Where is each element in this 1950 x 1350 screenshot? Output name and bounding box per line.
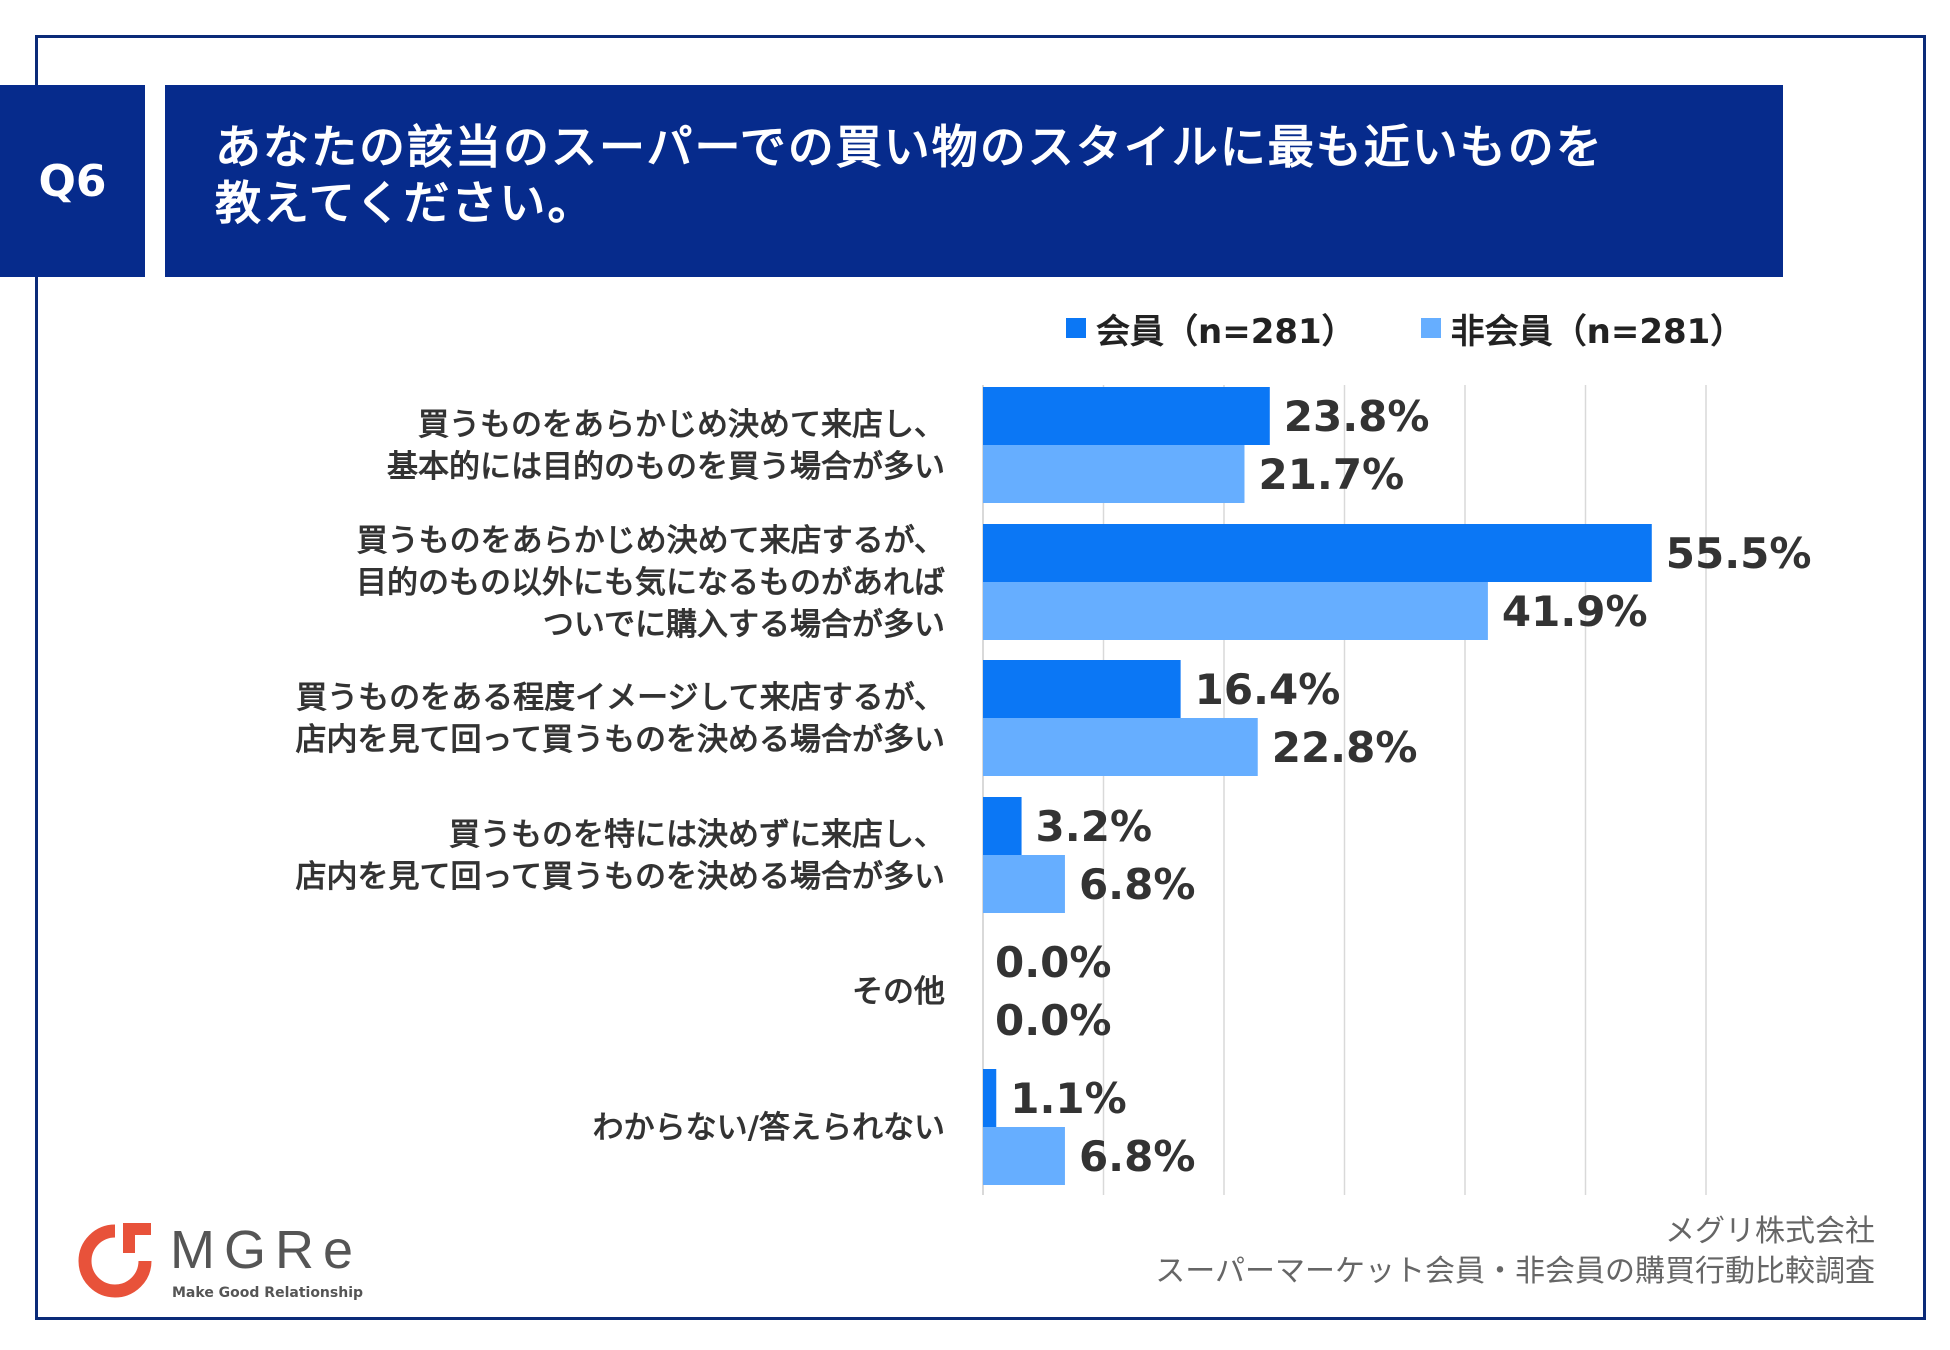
category-label: 目的のもの以外にも気になるものがあれば bbox=[356, 565, 945, 601]
bar-nonmember-2 bbox=[983, 718, 1258, 776]
source-survey: スーパーマーケット会員・非会員の購買行動比較調査 bbox=[1155, 1254, 1875, 1289]
bar-member-2 bbox=[983, 660, 1181, 718]
category-label: 買うものを特には決めずに来店し、 bbox=[449, 817, 945, 853]
category-label: 店内を見て回って買うものを決める場合が多い bbox=[296, 859, 945, 895]
category-label: ついでに購入する場合が多い bbox=[543, 607, 945, 643]
category-label: わからない/答えられない bbox=[593, 1110, 945, 1146]
category-label: 買うものをあらかじめ決めて来店するが、 bbox=[357, 523, 945, 559]
value-label-nonmember-4: 0.0% bbox=[995, 996, 1111, 1045]
bar-member-1 bbox=[983, 524, 1652, 582]
source-credit: メグリ株式会社 スーパーマーケット会員・非会員の購買行動比較調査 bbox=[1155, 1212, 1875, 1292]
bar-member-0 bbox=[983, 387, 1270, 445]
title-line-1: あなたの該当のスーパーでの買い物のスタイルに最も近いものを bbox=[215, 120, 1604, 174]
logo-wordmark: MGRe bbox=[170, 1220, 363, 1280]
category-label: 基本的には目的のものを買う場合が多い bbox=[387, 449, 945, 485]
category-label: 買うものをある程度イメージして来店するが、 bbox=[296, 680, 945, 716]
category-label: 店内を見て回って買うものを決める場合が多い bbox=[296, 722, 945, 758]
value-label-nonmember-3: 6.8% bbox=[1079, 860, 1195, 909]
value-label-member-1: 55.5% bbox=[1666, 529, 1812, 578]
mgre-logo: MGRe Make Good Relationship bbox=[75, 1217, 385, 1307]
frame-border bbox=[35, 35, 1926, 1320]
value-label-member-0: 23.8% bbox=[1284, 392, 1430, 441]
legend-label-nonmember: 非会員（n=281） bbox=[1450, 311, 1745, 352]
value-label-nonmember-0: 21.7% bbox=[1258, 450, 1404, 499]
bar-nonmember-0 bbox=[983, 445, 1245, 503]
bar-nonmember-1 bbox=[983, 582, 1488, 640]
category-label: その他 bbox=[852, 974, 945, 1010]
title-box: あなたの該当のスーパーでの買い物のスタイルに最も近いものを 教えてください。 bbox=[165, 85, 1783, 277]
logo-tagline: Make Good Relationship bbox=[172, 1285, 364, 1301]
chart-legend: 会員（n=281） 非会員（n=281） bbox=[1066, 304, 1809, 353]
value-label-nonmember-5: 6.8% bbox=[1079, 1132, 1195, 1181]
bar-nonmember-5 bbox=[983, 1127, 1065, 1185]
logo-mark-icon bbox=[78, 1223, 152, 1298]
legend-item-nonmember: 非会員（n=281） bbox=[1420, 304, 1745, 353]
legend-item-member: 会員（n=281） bbox=[1066, 304, 1356, 353]
source-company: メグリ株式会社 bbox=[1665, 1214, 1875, 1249]
bar-nonmember-3 bbox=[983, 855, 1065, 913]
value-label-member-2: 16.4% bbox=[1195, 665, 1341, 714]
question-badge: Q6 bbox=[0, 85, 145, 277]
value-label-nonmember-1: 41.9% bbox=[1502, 587, 1648, 636]
value-label-member-4: 0.0% bbox=[995, 938, 1111, 987]
bar-member-5 bbox=[983, 1069, 997, 1127]
value-label-nonmember-2: 22.8% bbox=[1272, 723, 1418, 772]
legend-swatch-nonmember bbox=[1420, 318, 1441, 338]
legend-swatch-member bbox=[1066, 318, 1086, 338]
value-label-member-5: 1.1% bbox=[1010, 1074, 1126, 1123]
value-label-member-3: 3.2% bbox=[1036, 802, 1152, 851]
legend-label-member: 会員（n=281） bbox=[1096, 311, 1356, 352]
bar-member-3 bbox=[983, 797, 1022, 855]
category-label: 買うものをあらかじめ決めて来店し、 bbox=[418, 407, 945, 443]
title-line-2: 教えてください。 bbox=[215, 176, 596, 230]
